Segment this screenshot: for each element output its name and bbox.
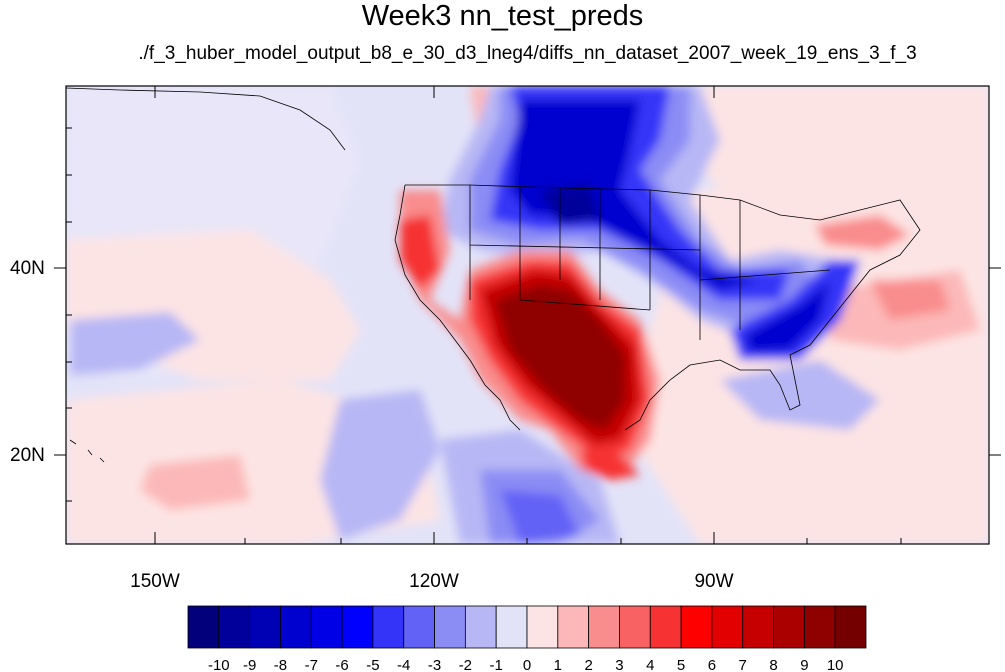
colorbar-swatch: [434, 605, 466, 649]
colorbar-swatch: [249, 605, 281, 649]
colorbar-label: 0: [523, 657, 531, 672]
map-title: Week3 nn_test_preds: [361, 0, 644, 32]
colorbar-swatch: [403, 605, 435, 649]
coastlines: [66, 87, 921, 463]
colorbar-swatch: [588, 605, 620, 649]
colorbar-label: 9: [800, 657, 808, 672]
colorbar-label: 10: [827, 657, 844, 672]
colorbar-label: -1: [490, 657, 503, 672]
colorbar-label: -8: [274, 657, 287, 672]
colorbar-label: -6: [335, 657, 348, 672]
colorbar-swatch: [742, 605, 774, 649]
colorbar-label: -5: [366, 657, 379, 672]
colorbar-label: 1: [554, 657, 562, 672]
colorbar-swatch: [619, 605, 651, 649]
colorbar-label: 4: [646, 657, 654, 672]
colorbar-label: 8: [769, 657, 777, 672]
colorbar-swatch: [372, 605, 405, 649]
colorbar-swatch: [495, 605, 528, 649]
colorbar: -10 -9 -8 -7 -6 -5 -4 -3 -2 -1 0 1 2 3 4 5 6 7 8 9 10: [187, 605, 867, 672]
colorbar-label: 6: [708, 657, 716, 672]
colorbar-swatch: [310, 605, 343, 649]
colorbar-label: -3: [428, 657, 441, 672]
lat-label-20n: 20N: [10, 445, 45, 466]
colorbar-swatch: [187, 605, 220, 649]
colorbar-label: 5: [677, 657, 685, 672]
colorbar-label: -9: [243, 657, 256, 672]
colorbar-swatch: [218, 605, 251, 649]
map-subtitle: ./f_3_huber_model_output_b8_e_30_d3_lneg…: [138, 43, 917, 64]
anomaly-field: [66, 86, 989, 544]
colorbar-label: -10: [208, 657, 230, 672]
colorbar-label: -7: [305, 657, 318, 672]
colorbar-label: -4: [397, 657, 410, 672]
colorbar-swatch: [341, 605, 374, 649]
lon-label-120w: 120W: [409, 571, 459, 592]
colorbar-swatch: [803, 605, 836, 649]
colorbar-swatch: [834, 605, 867, 649]
colorbar-swatch: [773, 605, 805, 649]
colorbar-swatch: [711, 605, 744, 649]
colorbar-label: 2: [584, 657, 592, 672]
colorbar-swatch: [464, 605, 497, 649]
colorbar-swatch: [526, 605, 559, 649]
colorbar-swatch: [557, 605, 590, 649]
lon-label-90w: 90W: [694, 571, 734, 592]
lon-label-150w: 150W: [130, 571, 180, 592]
colorbar-swatch: [280, 605, 312, 649]
colorbar-label: 3: [615, 657, 623, 672]
colorbar-label: 7: [739, 657, 747, 672]
lat-label-40n: 40N: [10, 258, 45, 279]
colorbar-swatch: [680, 605, 713, 649]
colorbar-label: -2: [459, 657, 472, 672]
axis-ticks: [54, 86, 1001, 544]
colorbar-swatch: [649, 605, 682, 649]
